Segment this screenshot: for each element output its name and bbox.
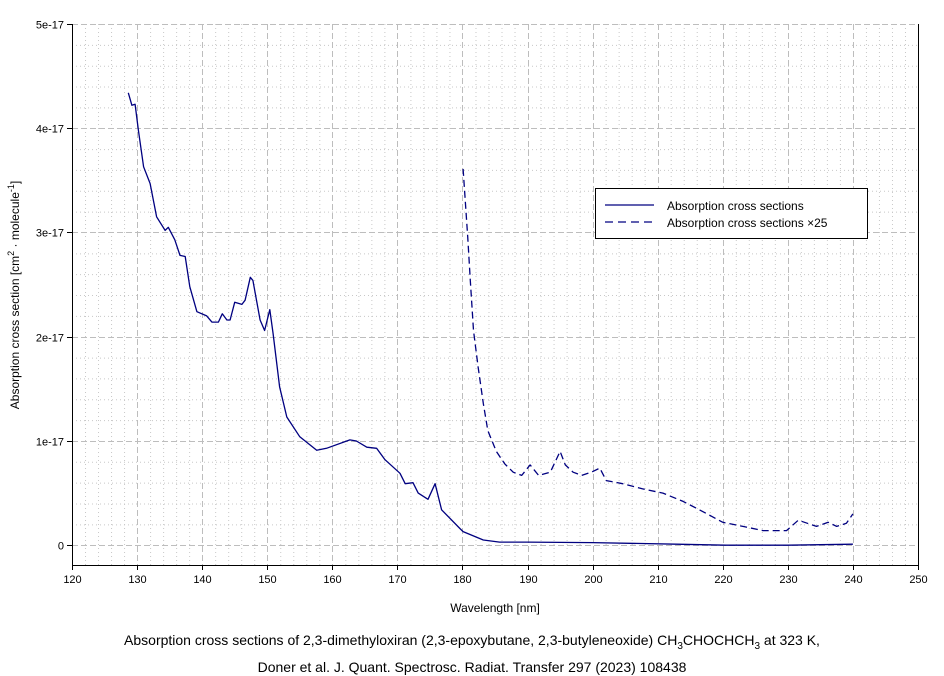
x-tick-label: 250 xyxy=(909,574,927,586)
x-tick-label: 150 xyxy=(258,574,276,586)
grid xyxy=(72,24,919,565)
x-tick-label: 180 xyxy=(453,574,471,586)
caption-text: at 323 K, xyxy=(760,632,820,648)
y-tick-label: 5e-17 xyxy=(36,20,64,32)
legend-label-1: Absorption cross sections ×25 xyxy=(667,216,828,230)
y-tick-label: 1e-17 xyxy=(36,437,64,449)
y-label-sup1: 2 xyxy=(6,251,16,256)
caption-line-2: Doner et al. J. Quant. Spectrosc. Radiat… xyxy=(257,658,687,675)
y-label-pre: Absorption cross section [cm xyxy=(8,256,22,409)
y-tick-label: 3e-17 xyxy=(36,228,64,240)
caption-subscript: 3 xyxy=(677,640,683,652)
series-line-solid xyxy=(127,92,853,546)
legend-label-0: Absorption cross sections xyxy=(667,199,804,213)
x-tick-label: 160 xyxy=(323,574,341,586)
figure-caption: Absorption cross sections of 2,3-dimethy… xyxy=(0,630,944,676)
tick-labels: 120 130 140 150 160 170 180 190 200 210 220 230 240 2… xyxy=(36,20,928,587)
series-line-x25-dashed xyxy=(462,168,854,532)
legend-box xyxy=(595,188,868,239)
series-lines xyxy=(127,92,854,546)
caption-text: Absorption cross sections of 2,3-dimethy… xyxy=(124,632,678,648)
x-tick-label: 140 xyxy=(193,574,211,586)
x-tick-label: 220 xyxy=(714,574,732,586)
y-label-mid: · molecule xyxy=(8,192,22,251)
caption-line-1: Absorption cross sections of 2,3-dimethy… xyxy=(0,630,944,657)
x-tick-label: 130 xyxy=(128,574,146,586)
axes xyxy=(67,24,919,570)
legend: Absorption cross sections Absorption cro… xyxy=(595,188,868,239)
y-axis-label: Absorption cross section [cm2 · molecule… xyxy=(6,181,22,409)
x-tick-label: 200 xyxy=(584,574,602,586)
y-label-sup2: -1 xyxy=(6,184,16,192)
x-tick-label: 170 xyxy=(388,574,406,586)
x-tick-label: 120 xyxy=(63,574,81,586)
caption-subscript: 3 xyxy=(754,640,761,652)
caption-text: CHOCHCH xyxy=(682,632,755,648)
x-tick-label: 210 xyxy=(649,574,667,586)
y-tick-label: 2e-17 xyxy=(36,333,64,345)
x-tick-label: 230 xyxy=(779,574,797,586)
x-tick-label: 240 xyxy=(844,574,862,586)
y-tick-label: 0 xyxy=(58,541,64,553)
x-axis-label: Wavelength [nm] xyxy=(450,601,540,615)
y-label-post: ] xyxy=(8,181,22,184)
x-tick-label: 190 xyxy=(519,574,537,586)
y-tick-label: 4e-17 xyxy=(36,124,64,136)
